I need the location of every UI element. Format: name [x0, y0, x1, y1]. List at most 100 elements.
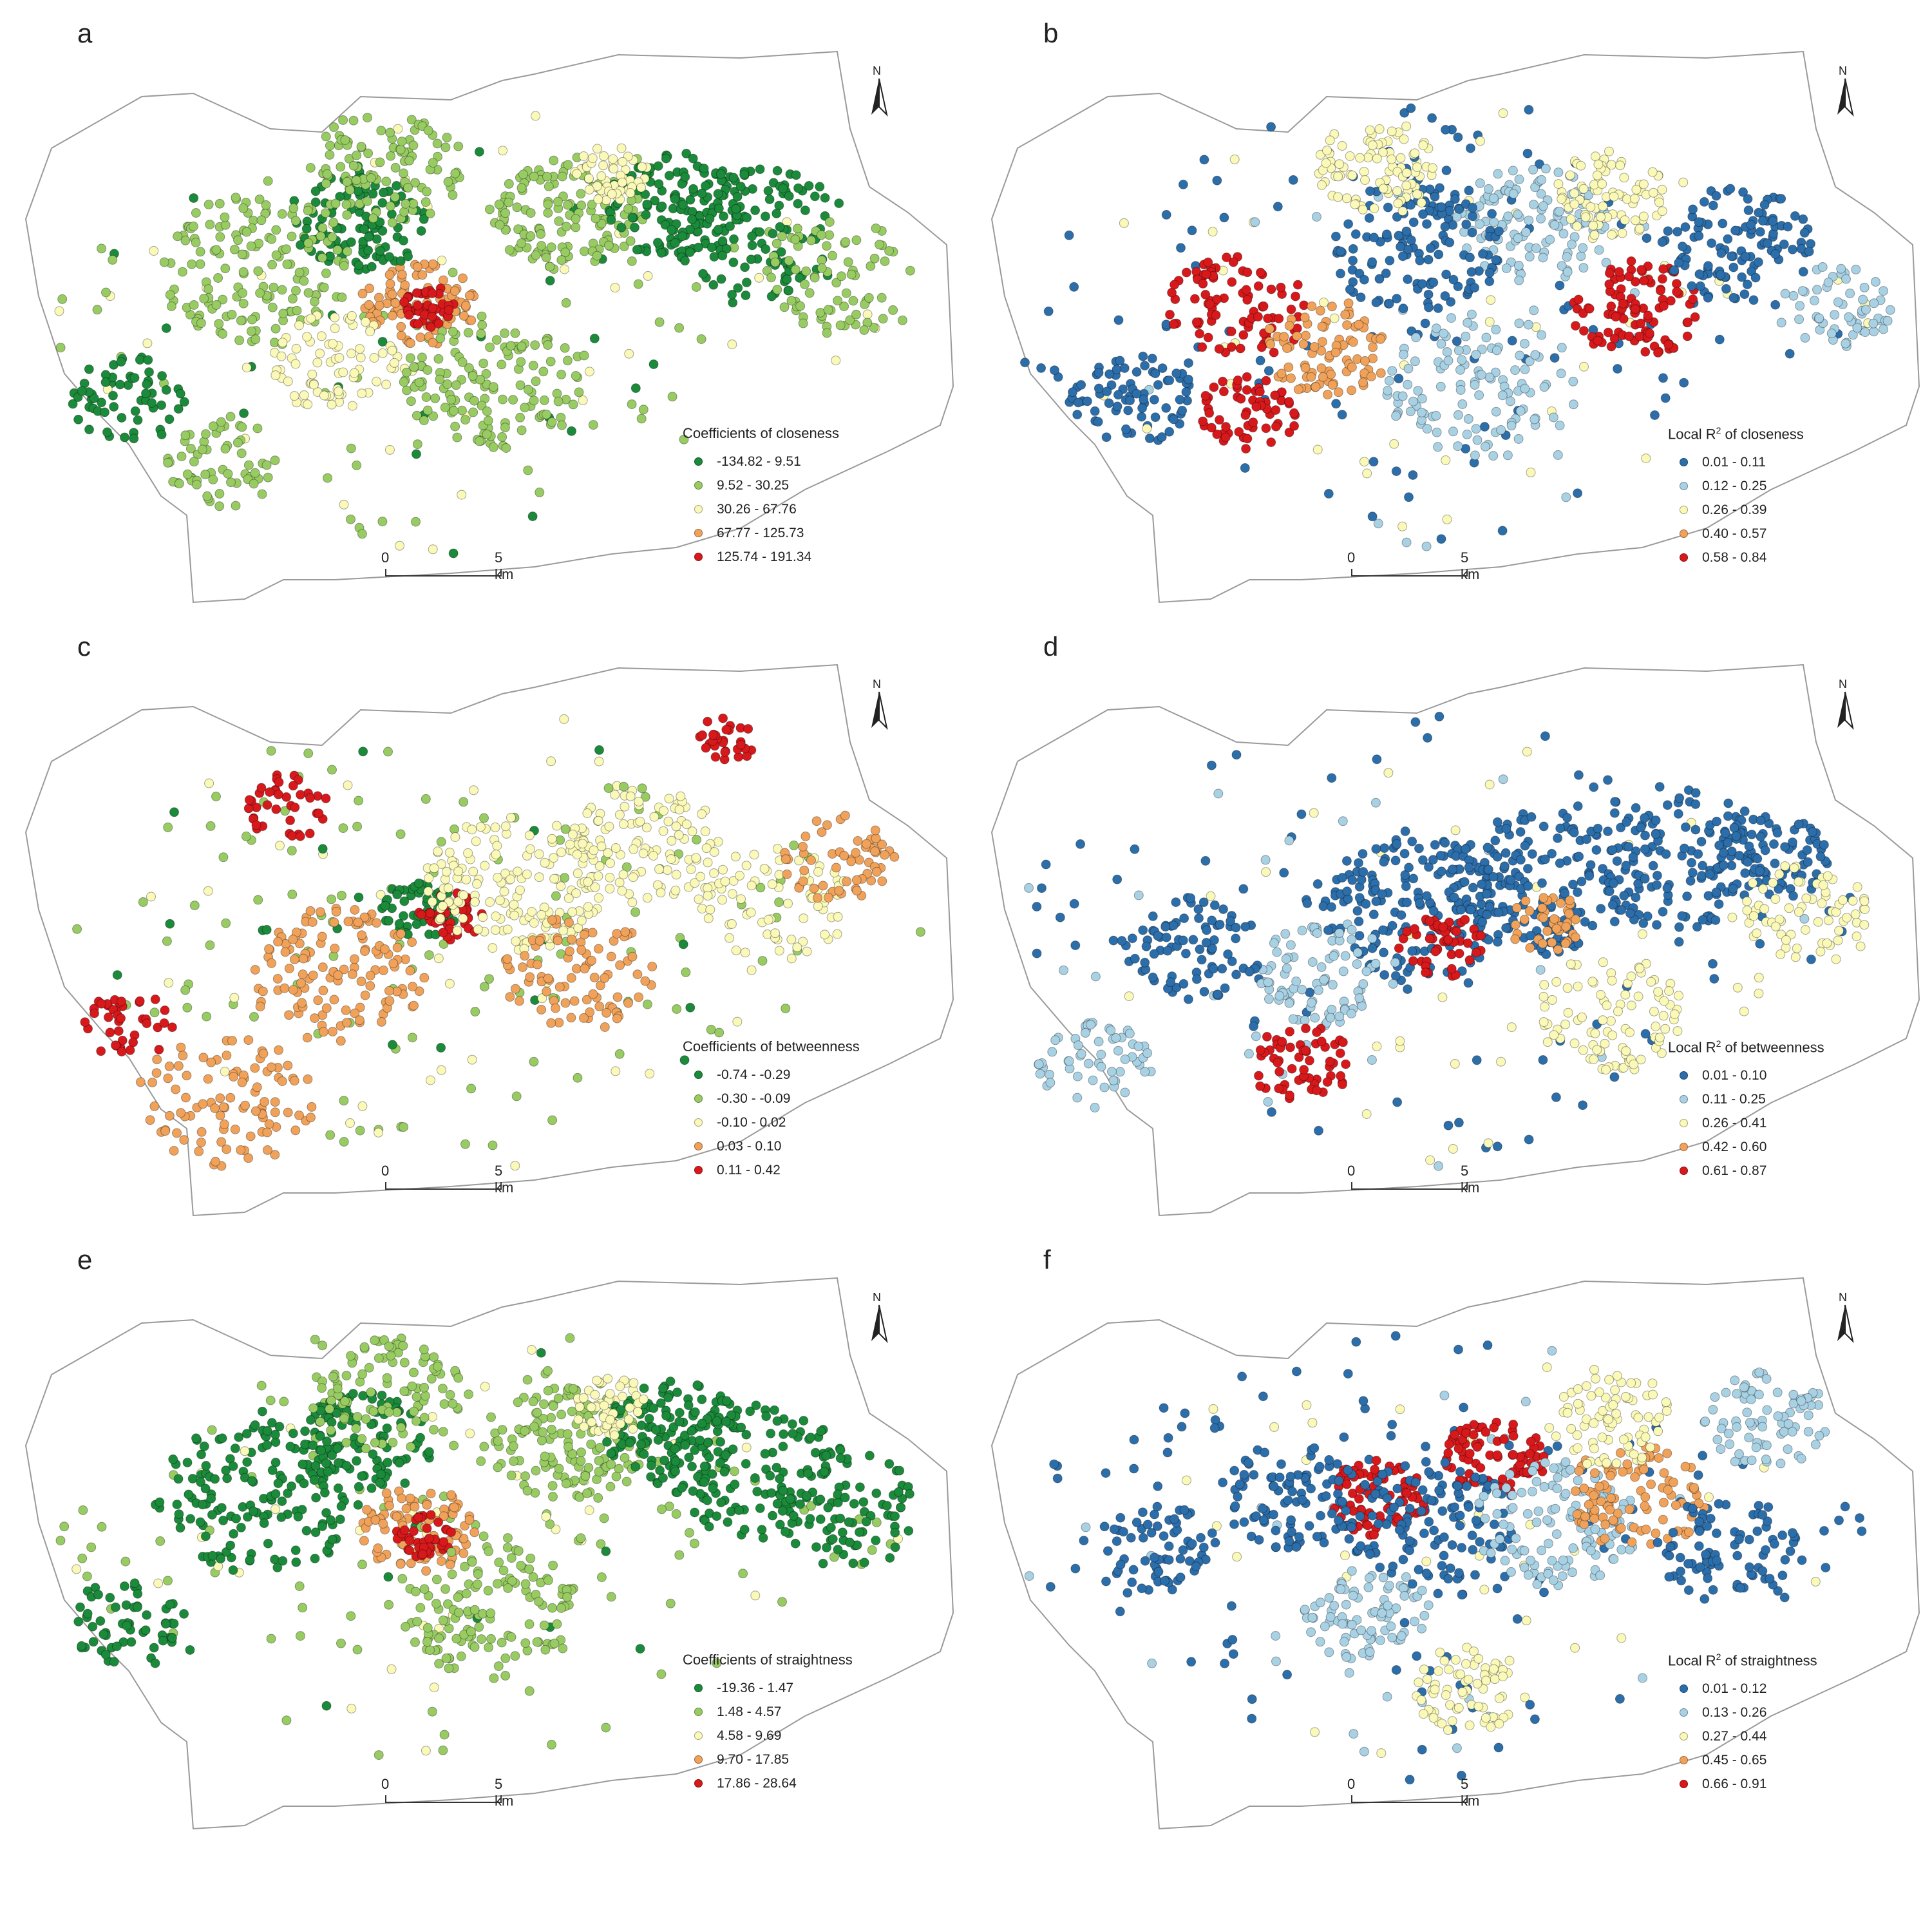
- sample-point: [413, 262, 422, 271]
- sample-point: [400, 298, 409, 307]
- sample-point: [1372, 298, 1381, 307]
- sample-point: [468, 825, 477, 834]
- sample-point: [547, 1018, 556, 1027]
- sample-point: [258, 490, 267, 499]
- sample-point: [220, 213, 229, 222]
- sample-point: [1461, 844, 1470, 854]
- sample-point: [242, 832, 251, 841]
- sample-point: [1549, 413, 1558, 422]
- sample-point: [1553, 945, 1562, 954]
- sample-point: [1754, 989, 1763, 998]
- sample-point: [655, 864, 664, 873]
- sample-point: [355, 1126, 365, 1135]
- sample-point: [180, 1136, 189, 1145]
- sample-point: [113, 971, 122, 980]
- sample-point: [1795, 301, 1804, 310]
- sample-point: [681, 256, 690, 265]
- sample-point: [1357, 875, 1366, 884]
- sample-point: [817, 263, 826, 272]
- sample-point: [1398, 252, 1407, 261]
- sample-point: [1681, 223, 1690, 232]
- sample-point: [1477, 931, 1486, 940]
- sample-point: [526, 973, 535, 982]
- sample-point: [791, 235, 800, 244]
- sample-point: [607, 189, 616, 198]
- sample-point: [1204, 258, 1213, 267]
- sample-point: [1607, 231, 1616, 240]
- sample-point: [1362, 1110, 1371, 1119]
- legend-label: -0.74 - -0.29: [717, 1067, 790, 1083]
- sample-point: [1618, 229, 1627, 238]
- sample-point: [486, 897, 495, 906]
- sample-point: [1698, 915, 1707, 924]
- sample-point: [236, 1145, 245, 1154]
- sample-point: [729, 173, 738, 182]
- sample-point: [506, 875, 515, 884]
- sample-point: [327, 400, 336, 409]
- legend-label: 0.11 - 0.42: [717, 1163, 781, 1178]
- sample-point: [352, 176, 361, 185]
- sample-point: [1109, 936, 1118, 945]
- sample-point: [1243, 434, 1252, 443]
- sample-point: [1777, 318, 1786, 327]
- sample-point: [1347, 935, 1356, 944]
- sample-point: [544, 182, 553, 191]
- sample-point: [1327, 774, 1336, 783]
- sample-point: [558, 172, 567, 181]
- sample-point: [1139, 352, 1148, 361]
- sample-point: [1801, 333, 1810, 342]
- sample-point: [1740, 806, 1749, 815]
- sample-point: [741, 263, 750, 272]
- sample-point: [1244, 1049, 1253, 1058]
- sample-point: [386, 128, 395, 137]
- sample-point: [1795, 315, 1804, 324]
- sample-point: [1756, 816, 1765, 825]
- sample-point: [1604, 827, 1613, 836]
- sample-point: [356, 353, 365, 362]
- sample-point: [1608, 846, 1617, 855]
- sample-point: [440, 403, 450, 412]
- sample-point: [577, 916, 586, 925]
- sample-point: [1579, 263, 1588, 272]
- sample-point: [355, 345, 365, 354]
- sample-point: [441, 143, 450, 152]
- sample-point: [205, 940, 214, 949]
- sample-point: [361, 318, 370, 327]
- sample-point: [1188, 226, 1197, 235]
- sample-point: [1402, 181, 1411, 190]
- sample-point: [214, 320, 223, 329]
- sample-point: [350, 955, 359, 964]
- sample-point: [1464, 186, 1473, 195]
- sample-point: [600, 1023, 609, 1032]
- sample-point: [1267, 438, 1276, 447]
- sample-point: [718, 895, 727, 904]
- sample-point: [254, 895, 263, 904]
- sample-point: [1368, 934, 1377, 943]
- sample-point: [576, 189, 585, 198]
- sample-point: [1277, 369, 1286, 378]
- sample-point: [1687, 281, 1696, 291]
- sample-point: [1391, 971, 1400, 980]
- legend-item: 125.74 - 191.34: [683, 545, 839, 569]
- sample-point: [638, 162, 647, 171]
- sample-point: [699, 164, 708, 173]
- sample-point: [1222, 423, 1231, 432]
- sample-point: [565, 918, 574, 927]
- sample-point: [733, 192, 742, 201]
- sample-point: [1195, 914, 1204, 923]
- sample-point: [326, 252, 335, 261]
- sample-point: [810, 192, 819, 201]
- sample-point: [1522, 747, 1531, 756]
- sample-point: [216, 417, 225, 426]
- sample-point: [297, 978, 306, 987]
- sample-point: [399, 1123, 408, 1132]
- sample-point: [1338, 142, 1347, 151]
- sample-point: [799, 842, 808, 851]
- sample-point: [165, 1062, 174, 1071]
- sample-point: [844, 258, 853, 267]
- sample-point: [517, 184, 526, 193]
- sample-point: [751, 206, 760, 215]
- sample-point: [528, 512, 537, 521]
- sample-point: [1492, 325, 1501, 334]
- sample-point: [741, 948, 750, 957]
